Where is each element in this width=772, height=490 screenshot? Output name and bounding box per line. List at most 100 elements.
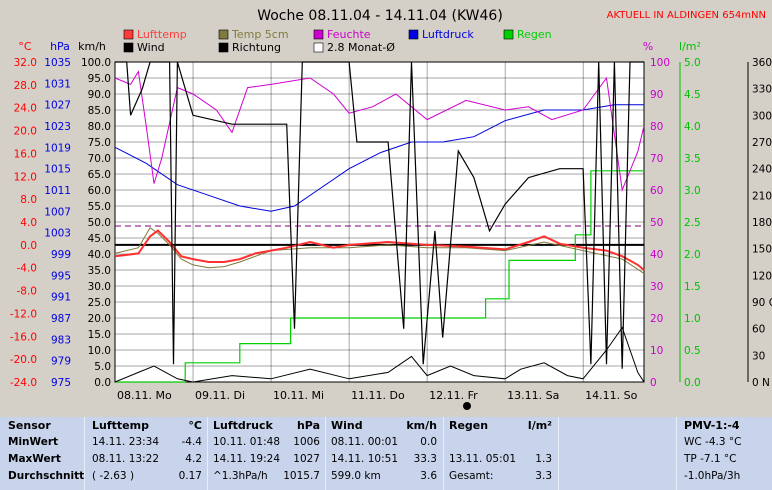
temp-tick-label: 12.0 [14,171,37,183]
rain-tick-label: 3.5 [684,153,701,165]
series-feuchte [114,70,645,192]
humidity-tick-label: 90 [650,89,663,101]
pressure-axis-header: hPa [50,40,70,53]
direction-tick-label: 30 [752,350,765,362]
pressure-tick-label: 1007 [44,206,71,218]
wind-tick-label: 95.0 [88,73,111,85]
table-cell-sensor: MinWert [8,436,59,448]
direction-tick-label: 360 N [752,57,772,69]
legend-swatch [218,42,229,53]
pressure-tick-label: 1011 [44,185,71,197]
rain-tick-label: 4.5 [684,89,701,101]
wind-tick-label: 60.0 [88,185,111,197]
wind-tick-label: 45.0 [88,233,111,245]
humidity-tick-label: 40 [650,249,663,261]
direction-tick-label: 210 [752,190,772,202]
pressure-tick-label: 1015 [44,164,71,176]
x-tick-label: 09.11. Di [195,389,245,402]
table-cell-sensor: MaxWert [8,453,61,465]
wind-tick-label: 35.0 [88,265,111,277]
x-tick-label: 14.11. So [585,389,637,402]
direction-tick-label: 270 W [752,137,772,149]
pressure-tick-label: 1023 [44,121,71,133]
pressure-tick-label: 975 [51,377,71,389]
col-unit-luftdruck: hPa [296,419,320,432]
legend-label: Regen [517,28,552,41]
wind-tick-label: 90.0 [88,89,111,101]
col-unit-regen: l/m² [527,419,552,432]
table-cell-w-time: 599.0 km [331,470,381,482]
legend-swatch [123,29,134,40]
legend-swatch [503,29,514,40]
wind-tick-label: 20.0 [88,313,111,325]
col-header-luftdruck: Luftdruck [213,419,273,432]
table-cell-r-val: 3.3 [535,470,552,482]
temp-tick-label: 8.0 [20,194,37,206]
wind-tick-label: 25.0 [88,297,111,309]
table-cell-r-val: 1.3 [535,453,552,465]
pressure-tick-label: 1035 [44,57,71,69]
x-tick-label: 08.11. Mo [117,389,172,402]
legend-label: Lufttemp [137,28,187,41]
x-tick-label: 12.11. Fr [429,389,478,402]
pressure-tick-label: 979 [51,356,71,368]
rain-tick-label: 3.0 [684,185,701,197]
table-cell-p-time: ^1.3hPa/h [213,470,268,482]
table-cell-r-time: 13.11. 05:01 [449,453,516,465]
table-cell-t-val: 4.2 [185,453,202,465]
direction-tick-label: 240 [752,164,772,176]
series-luftdruck [114,104,644,212]
table-cell-t-val: 0.17 [178,470,202,482]
temp-tick-label: -16.0 [10,331,37,343]
temp-tick-label: 20.0 [14,126,37,138]
table-cell-w-val: 33.3 [413,453,437,465]
direction-tick-label: 150 [752,244,772,256]
legend-swatch [218,29,229,40]
rain-tick-label: 4.0 [684,121,701,133]
wind-axis-header: km/h [78,40,106,53]
legend-label: Luftdruck [422,28,474,41]
col-header-wind: Wind [331,419,363,432]
table-cell-pmv: -1.0hPa/3h [684,470,741,482]
table-cell-w-time: 08.11. 00:01 [331,436,398,448]
table-cell-w-val: 0.0 [420,436,437,448]
table-cell-p-val: 1015.7 [283,470,320,482]
rain-tick-label: 0.5 [684,345,701,357]
table-cell-t-val: -4.4 [181,436,203,448]
temp-tick-label: 28.0 [14,80,37,92]
pressure-tick-label: 983 [51,334,71,346]
table-cell-w-val: 3.6 [420,470,437,482]
temp-tick-label: 24.0 [14,103,37,115]
chart-legend: Lufttemp Temp 5cm Feuchte Luftdruck Regen Win… [123,28,552,54]
temp-tick-label: 32.0 [14,57,37,69]
pressure-tick-label: 1003 [44,228,71,240]
direction-tick-label: 180 S [752,217,772,229]
table-cell-p-val: 1006 [293,436,320,448]
temp-tick-label: -24.0 [10,377,37,389]
table-cell-pmv: TP -7.1 °C [684,453,737,465]
wind-tick-label: 40.0 [88,249,111,261]
wind-tick-label: 15.0 [88,329,111,341]
weather-chart: Woche 08.11.04 - 14.11.04 (KW46) AKTUELL… [9,8,772,410]
chart-series [114,61,645,383]
col-header-sensor: Sensor [8,419,51,432]
table-cell-sensor: Durchschnitt [8,470,85,482]
col-header-pmv: PMV-1:-4 [684,419,740,432]
temp-tick-label: -20.0 [10,354,37,366]
temp-tick-label: 4.0 [20,217,37,229]
wind-tick-label: 0.0 [94,377,111,389]
x-tick-label: 11.11. Do [351,389,405,402]
temp-tick-label: 16.0 [14,148,37,160]
direction-tick-label: 330 [752,84,772,96]
wind-tick-label: 100.0 [81,57,111,69]
pressure-tick-label: 995 [51,270,71,282]
col-header-lufttemp: Lufttemp [92,419,149,432]
col-unit-wind: km/h [406,419,437,432]
rain-tick-label: 2.5 [684,217,701,229]
table-cell-r-time: Gesamt: [449,470,494,482]
legend-label: Richtung [232,41,281,54]
humidity-tick-label: 60 [650,185,663,197]
time-cursor-icon[interactable] [463,402,471,410]
temp-tick-label: -4.0 [17,263,38,275]
series-wind [114,326,645,383]
